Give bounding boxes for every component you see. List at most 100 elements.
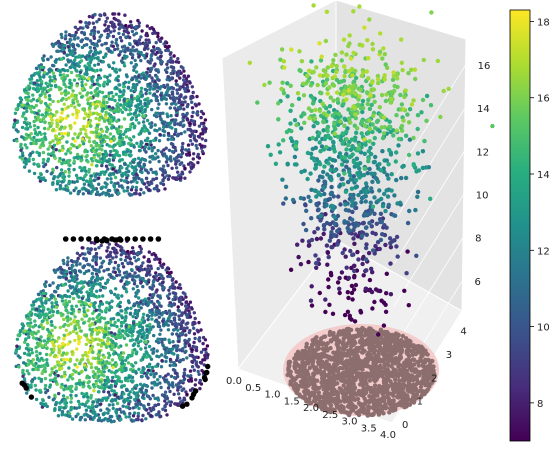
scatter-point <box>86 61 91 66</box>
scatter-point <box>131 369 135 374</box>
scatter-point <box>94 257 99 262</box>
scatter-point <box>165 77 169 82</box>
scatter-point <box>97 182 101 186</box>
scatter-point <box>89 144 94 148</box>
scatter-point <box>98 308 102 312</box>
scatter-point <box>157 301 161 305</box>
scatter-point <box>73 58 77 62</box>
scatter-point <box>185 118 190 122</box>
scatter-point <box>102 370 106 374</box>
scatter-point <box>166 121 170 126</box>
scatter-point <box>106 419 110 423</box>
scatter-point <box>108 162 112 167</box>
scatter-point <box>128 338 133 343</box>
scatter-point <box>74 173 79 178</box>
scatter-point <box>52 143 57 147</box>
scatter-point <box>180 388 184 393</box>
scatter-point <box>171 297 175 302</box>
scatter-point <box>128 411 132 416</box>
scatter-point <box>62 302 66 306</box>
scatter-point <box>116 267 120 271</box>
scatter-point <box>108 132 113 136</box>
scatter-point <box>93 356 98 361</box>
scatter-point <box>136 156 141 160</box>
scatter-point <box>32 300 36 304</box>
scatter-point <box>164 351 168 355</box>
scatter-point <box>121 351 126 355</box>
scatter-point <box>97 312 102 317</box>
scatter-point <box>79 370 83 374</box>
scatter-point <box>96 82 100 86</box>
scatter-point <box>60 412 65 416</box>
scatter-point <box>77 405 82 410</box>
scatter-point <box>67 33 72 37</box>
scatter-point <box>177 69 181 74</box>
scatter-point <box>88 406 92 410</box>
scatter-point <box>142 129 147 133</box>
scatter-point <box>117 142 122 146</box>
scatter-point <box>152 375 156 379</box>
scatter-point <box>197 337 201 342</box>
scatter-point <box>114 92 119 97</box>
scatter-point <box>83 350 88 355</box>
scatter-point <box>29 77 34 81</box>
scatter-point <box>82 321 86 325</box>
scatter-point <box>156 266 160 271</box>
scatter-point <box>73 363 77 367</box>
scatter-point <box>152 48 156 52</box>
scatter-point <box>38 130 42 135</box>
scatter-point <box>59 136 64 140</box>
scatter-point <box>113 153 118 157</box>
scatter-point <box>126 86 131 90</box>
scatter-point <box>100 373 104 377</box>
scatter-point <box>108 49 112 53</box>
scatter-point <box>30 379 34 383</box>
scatter-point <box>72 188 76 193</box>
scatter-point <box>21 368 25 373</box>
scatter-point <box>87 115 91 119</box>
scatter-point <box>132 391 136 395</box>
scatter-point <box>173 402 177 406</box>
scatter-point <box>26 343 30 347</box>
scatter-point <box>94 282 99 286</box>
scatter-point <box>107 308 112 312</box>
scatter-point <box>102 12 107 16</box>
scatter-point <box>59 375 64 379</box>
scatter-point <box>59 57 64 61</box>
scatter-point <box>171 368 176 372</box>
scatter-point <box>33 319 37 323</box>
scatter-point <box>23 338 28 342</box>
scatter-point <box>150 386 154 390</box>
scatter-point <box>78 361 82 366</box>
scatter-point <box>19 329 23 333</box>
scatter-point <box>138 321 142 325</box>
scatter-point <box>138 324 142 328</box>
scatter-point <box>146 300 151 304</box>
scatter-point <box>145 31 149 36</box>
scatter-point <box>66 256 70 260</box>
scatter-point <box>42 305 46 310</box>
scatter-point <box>51 99 55 104</box>
scatter-point <box>46 147 50 151</box>
scatter-point <box>76 381 81 386</box>
scatter-point <box>185 315 189 319</box>
scatter-point <box>180 151 185 155</box>
scatter-point <box>19 148 23 152</box>
scatter-point <box>119 279 123 283</box>
scatter-point <box>99 186 104 190</box>
scatter-point <box>129 306 133 310</box>
scatter-point <box>160 340 164 344</box>
scatter-point <box>85 154 89 158</box>
scatter-point <box>136 267 140 271</box>
scatter-point <box>42 87 46 92</box>
scatter-point <box>126 399 130 403</box>
scatter-point <box>22 377 27 381</box>
scatter-point <box>61 96 65 101</box>
scatter-point <box>183 176 187 180</box>
scatter-point <box>180 311 184 315</box>
scatter-point <box>113 270 118 274</box>
scatter-point <box>133 311 137 316</box>
scatter-point <box>31 367 35 372</box>
scatter-point <box>159 264 163 268</box>
scatter-point <box>169 142 174 146</box>
